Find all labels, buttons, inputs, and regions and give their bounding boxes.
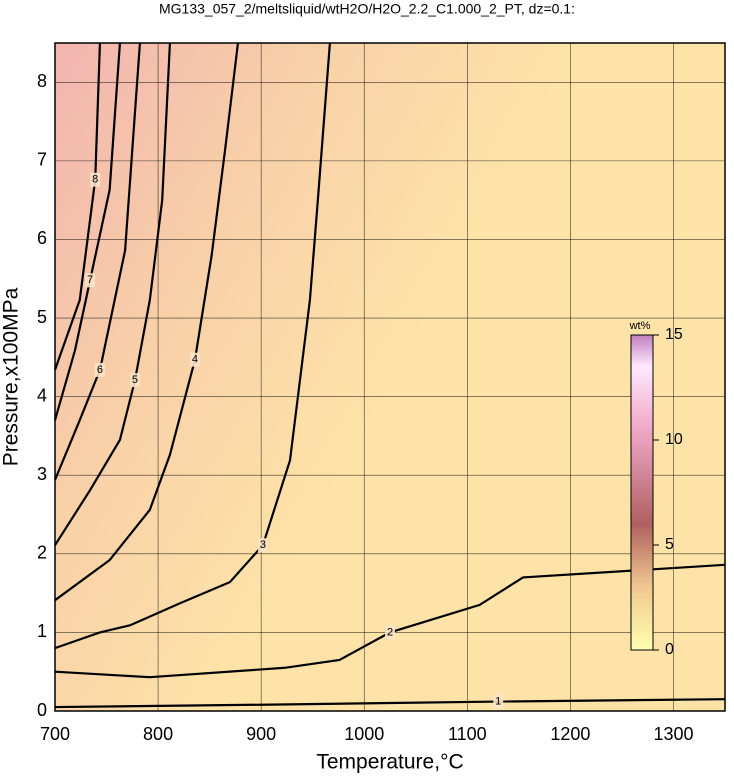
- x-tick-label: 700: [40, 724, 70, 744]
- contour-label: 3: [260, 539, 266, 551]
- contour-label-bg: [257, 538, 268, 553]
- contour-label: 2: [387, 626, 393, 638]
- contour-label-bg: [90, 172, 101, 187]
- x-tick-label: 1000: [344, 724, 384, 744]
- contour-label: 4: [192, 354, 198, 366]
- contour-line: [53, 42, 102, 371]
- colorbar-label: wt%: [629, 320, 651, 332]
- contour-label-bg: [189, 352, 200, 367]
- contour-label-bg: [129, 373, 140, 388]
- y-tick-label: 5: [37, 307, 47, 327]
- y-tick-label: 8: [37, 71, 47, 91]
- colorbar-tick-label: 10: [665, 431, 683, 448]
- contour-label: 8: [92, 174, 98, 186]
- y-tick-label: 7: [37, 150, 47, 170]
- colorbar-tick-label: 5: [665, 536, 674, 553]
- x-tick-label: 1200: [550, 724, 590, 744]
- plot-frame: [54, 42, 726, 712]
- y-tick-label: 6: [37, 228, 47, 248]
- x-tick-label: 1100: [448, 724, 487, 744]
- contour-label: 1: [495, 695, 501, 707]
- chart-title: MG133_057_2/meltsliquid/wtH2O/H2O_2.2_C1…: [159, 1, 575, 17]
- contour-label-bg: [385, 625, 395, 640]
- colorbar: [630, 334, 654, 651]
- y-axis-label: Pressure,x100MPa: [0, 287, 23, 466]
- contour-label-bg: [493, 694, 504, 709]
- y-tick-label: 0: [37, 700, 47, 720]
- y-tick-label: 4: [37, 385, 47, 405]
- x-tick-label: 800: [143, 724, 173, 744]
- contour-label-bg: [94, 362, 105, 377]
- contour-label: 5: [132, 374, 138, 386]
- y-tick-label: 3: [37, 464, 47, 484]
- colorbar-tick-label: 0: [665, 641, 674, 658]
- contour-line: [54, 563, 726, 679]
- x-tick-label: 900: [246, 724, 276, 744]
- y-tick-label: 1: [37, 621, 47, 641]
- contour-label-bg: [85, 273, 96, 288]
- contour-label: 7: [87, 274, 93, 286]
- plot-area: 1 2 3 4 5 6 7 8: [53, 42, 726, 712]
- contour-label: 6: [97, 364, 103, 376]
- y-tick-label: 2: [37, 543, 47, 563]
- contour-line: [54, 42, 332, 650]
- x-axis-label: Temperature,°C: [316, 751, 463, 774]
- x-tick-label: 1300: [653, 724, 693, 744]
- colorbar-tick-label: 15: [665, 326, 683, 343]
- plot-background: [55, 43, 725, 711]
- contour-line: [54, 698, 726, 709]
- contour-line: [54, 42, 240, 602]
